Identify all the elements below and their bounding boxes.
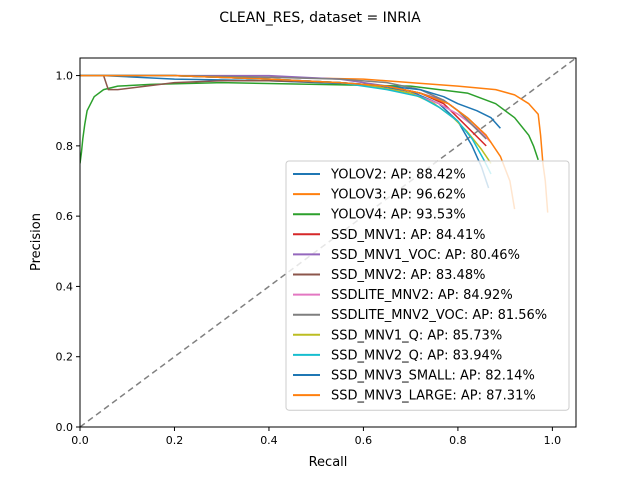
y-tick-label: 0.2 <box>56 351 74 364</box>
legend-label: YOLOV4: AP: 93.53% <box>330 208 466 223</box>
y-tick-label: 0.8 <box>56 140 74 153</box>
legend-label: SSD_MNV2: AP: 83.48% <box>331 268 485 283</box>
x-tick-label: 0.0 <box>71 434 89 447</box>
series-line-10 <box>80 74 492 175</box>
legend-label: SSD_MNV3_SMALL: AP: 82.14% <box>331 369 535 384</box>
x-tick-label: 0.8 <box>449 434 467 447</box>
legend-label: SSD_MNV1: AP: 84.41% <box>331 228 485 243</box>
y-tick-label: 1.0 <box>56 70 74 83</box>
legend-label: SSDLITE_MNV2_VOC: AP: 81.56% <box>331 308 547 323</box>
plot-area-frame <box>79 57 577 428</box>
legend-label: SSDLITE_MNV2: AP: 84.92% <box>331 288 513 303</box>
legend-label: SSD_MNV2_Q: AP: 83.94% <box>331 348 502 363</box>
y-tick-label: 0.6 <box>56 210 74 223</box>
series-line-3 <box>80 81 539 164</box>
x-tick-label: 0.6 <box>355 434 373 447</box>
chart-title: CLEAN_RES, dataset = INRIA <box>219 10 421 26</box>
y-tick-label: 0.0 <box>56 421 74 434</box>
axis-ticks: 0.0 0.2 0.4 0.6 0.8 1.0 0.0 0.2 0.4 0.6 0.8 1.0 <box>56 70 562 447</box>
legend-box <box>285 160 570 411</box>
y-tick-label: 0.4 <box>56 280 74 293</box>
legend: YOLOV2: AP: 88.42% YOLOV3: AP: 96.62% YOLO… <box>285 160 570 411</box>
x-axis-label: Recall <box>309 455 348 470</box>
legend-label: SSD_MNV3_LARGE: AP: 87.31% <box>331 389 536 404</box>
legend-label: SSD_MNV1_VOC: AP: 80.46% <box>331 248 520 263</box>
x-tick-label: 0.4 <box>260 434 278 447</box>
x-tick-label: 1.0 <box>544 434 562 447</box>
x-tick-label: 0.2 <box>166 434 184 447</box>
legend-label: YOLOV3: AP: 96.62% <box>330 188 466 203</box>
series-line-8 <box>80 74 487 140</box>
legend-label: SSD_MNV1_Q: AP: 85.73% <box>331 328 502 343</box>
legend-label: YOLOV2: AP: 88.42% <box>330 168 466 183</box>
y-axis-label: Precision <box>29 213 44 271</box>
